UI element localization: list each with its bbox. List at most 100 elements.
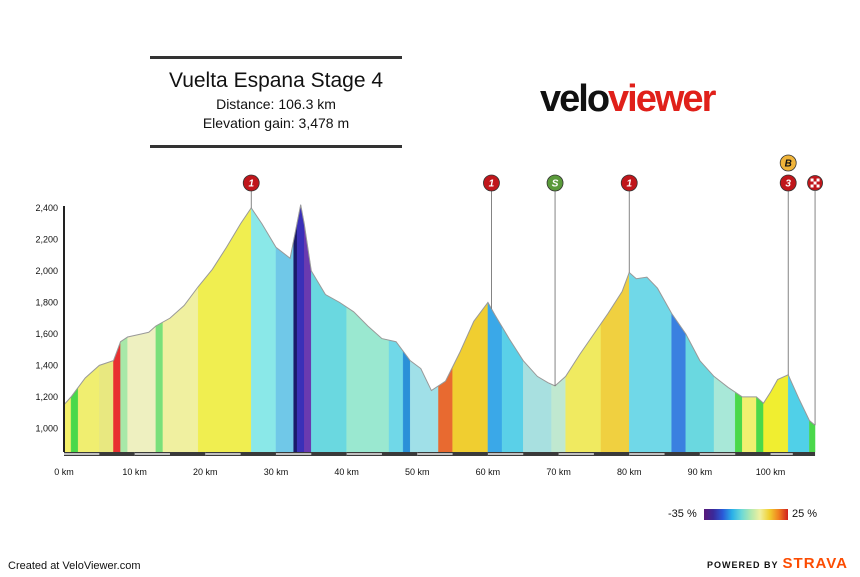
finish-flag-check	[810, 178, 814, 182]
distance-bar-highlight	[699, 453, 736, 455]
finish-flag-check	[813, 181, 817, 185]
powered-by-text: POWERED BY	[707, 560, 779, 570]
distance-bar-highlight	[134, 453, 170, 455]
x-tick-label: 40 km	[334, 467, 359, 477]
stage-title: Vuelta Espana Stage 4	[168, 69, 384, 92]
gradient-band-18	[402, 350, 411, 453]
gradient-band-11	[275, 240, 294, 453]
gradient-band-24	[523, 360, 552, 453]
kom-marker-label: 1	[489, 179, 495, 190]
gradient-band-3	[99, 360, 114, 453]
x-tick-label: 20 km	[193, 467, 218, 477]
distance-bar-highlight	[64, 453, 100, 455]
x-tick-label: 90 km	[688, 467, 713, 477]
sprint-marker-label: S	[552, 179, 559, 190]
y-tick-label: 1,400	[35, 360, 58, 370]
gradient-band-37	[809, 420, 816, 453]
gradient-band-31	[713, 375, 736, 453]
gradient-band-7	[155, 321, 164, 453]
gradient-band-33	[742, 396, 757, 453]
distance-bar-highlight	[558, 453, 594, 455]
kom-marker-label: 1	[248, 179, 254, 190]
gradient-band-16	[346, 306, 390, 453]
elevation-profile-outline	[63, 204, 816, 426]
gradient-band-29	[671, 312, 686, 453]
kom-marker-icon	[779, 174, 797, 192]
gradient-band-13	[296, 204, 305, 453]
gradient-band-30	[685, 333, 715, 453]
x-tick-label: 60 km	[476, 467, 501, 477]
gradient-color-bar	[704, 509, 788, 520]
veloviewer-logo: veloviewer	[540, 78, 716, 121]
finish-flag-check	[816, 178, 820, 182]
x-tick-label: 100 km	[756, 467, 786, 477]
gradient-band-5	[120, 336, 128, 453]
gradient-band-19	[410, 360, 439, 453]
gradient-band-25	[551, 375, 566, 453]
y-tick-label: 2,200	[35, 234, 58, 244]
distance-bar-highlight	[205, 453, 241, 455]
finish-flag-check	[816, 184, 820, 188]
gradient-band-32	[735, 391, 743, 453]
gradient-band-15	[311, 270, 347, 453]
gradient-band-2	[77, 364, 100, 453]
elevation-profile-chart: 1,000 1,200 1,400 1,600 1,800 2,000 2,200 2,400…	[35, 154, 823, 477]
y-tick-label: 1,600	[35, 329, 58, 339]
gradient-band-35	[763, 374, 789, 453]
gradient-band-22	[487, 301, 503, 453]
gradient-min-label: -35 %	[668, 508, 697, 520]
gradient-band-23	[501, 326, 524, 453]
gradient-band-28	[629, 272, 672, 453]
y-tick-label: 1,800	[35, 297, 58, 307]
gradient-band-1	[70, 386, 79, 453]
finish-flag-check	[810, 184, 814, 188]
x-tick-label: 70 km	[546, 467, 571, 477]
stage-distance: Distance: 106.3 km	[216, 96, 336, 112]
logo-part-viewer: viewer	[608, 78, 716, 120]
stage-elevation-gain: Elevation gain: 3,478 m	[202, 115, 350, 131]
created-at-credit: Created at VeloViewer.com	[8, 560, 141, 572]
x-tick-label: 80 km	[617, 467, 642, 477]
kom-marker-icon	[242, 174, 260, 192]
gradient-band-34	[756, 396, 764, 453]
gradient-band-9	[198, 207, 252, 453]
sprint-marker-icon	[546, 174, 564, 192]
distance-bar-highlight	[275, 453, 312, 455]
x-tick-label: 50 km	[405, 467, 430, 477]
y-tick-label: 1,000	[35, 423, 58, 433]
title-box: Vuelta Espana Stage 4 Distance: 106.3 km…	[150, 56, 402, 148]
x-tick-label: 10 km	[122, 467, 147, 477]
gradient-band-12	[293, 222, 298, 453]
gradient-band-6	[127, 325, 157, 453]
logo-part-velo: velo	[540, 78, 610, 120]
gradient-band-0	[63, 396, 72, 453]
gradient-band-17	[388, 339, 404, 453]
y-tick-label: 2,400	[35, 203, 58, 213]
x-tick-label: 0 km	[54, 467, 74, 477]
distance-bar-highlight	[346, 453, 382, 455]
distance-bar-highlight	[487, 453, 524, 455]
distance-bar-highlight	[417, 453, 453, 455]
gradient-band-8	[162, 286, 199, 453]
kom-marker-label: 3	[785, 179, 791, 190]
gradient-band-10	[251, 207, 277, 453]
x-tick-label: 30 km	[264, 467, 289, 477]
bonus-marker-icon	[779, 154, 797, 172]
gradient-max-label: 25 %	[792, 508, 818, 520]
kom-marker-icon	[620, 174, 638, 192]
y-tick-label: 1,200	[35, 392, 58, 402]
y-tick-label: 2,000	[35, 266, 58, 276]
gradient-legend: -35 % 25 %	[660, 506, 830, 526]
distance-bar-highlight	[770, 453, 793, 455]
kom-marker-label: 1	[626, 179, 632, 190]
gradient-band-20	[438, 366, 453, 453]
distance-bar-highlight	[629, 453, 665, 455]
powered-by-strava: POWERED BY STRAVA	[707, 555, 848, 572]
gradient-band-21	[452, 301, 489, 453]
strava-logo: STRAVA	[782, 555, 848, 572]
kom-marker-icon	[483, 174, 500, 192]
gradient-band-27	[600, 272, 630, 453]
gradient-band-14	[304, 223, 312, 453]
bonus-marker-label: B	[785, 159, 792, 170]
gradient-band-26	[565, 322, 602, 453]
